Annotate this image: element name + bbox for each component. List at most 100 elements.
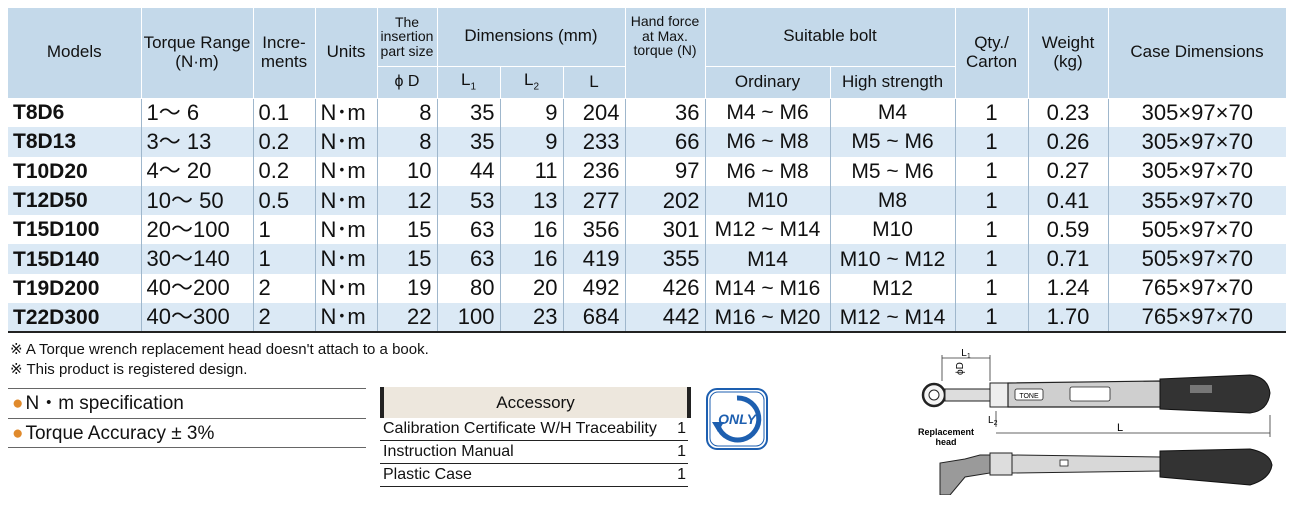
table-row: T10D20 4～ 20 0.2 N･m 10 44 11 236 97 M6 ~ M8 M5 ~ … [8, 156, 1286, 186]
cell-l1: 35 [437, 98, 501, 128]
cell-phi-d: 15 [377, 215, 438, 245]
cell-unit: N･m [315, 273, 378, 304]
cell-torque-range: 40～300 [141, 303, 254, 334]
cell-phi-d: 15 [377, 244, 438, 274]
cell-weight: 0.27 [1028, 156, 1109, 186]
cell-model: T22D300 [8, 303, 142, 334]
cell-bolt-high-strength: M12 [830, 273, 956, 304]
cell-hand-force: 442 [625, 303, 706, 334]
cell-l1: 44 [437, 156, 501, 186]
cell-qty: 1 [955, 98, 1029, 128]
cell-l: 492 [563, 273, 626, 304]
cell-model: T19D200 [8, 273, 142, 304]
accessory-item: Calibration Certificate W/H Traceability… [380, 418, 688, 441]
cell-l2: 16 [500, 215, 564, 245]
diagram-label-replacement: Replacement [918, 427, 974, 437]
cell-l2: 11 [500, 156, 564, 186]
cell-bolt-ordinary: M14 [705, 244, 831, 274]
header-dim-l2: L2 [500, 66, 564, 99]
table-row: T22D300 40～300 2 N･m 22 100 23 684 442 M16 ~ M20 M… [8, 303, 1287, 334]
cell-model: T8D6 [8, 98, 142, 128]
cell-torque-range: 4～ 20 [141, 156, 254, 186]
header-insertion-size: The insertion part size [377, 8, 438, 67]
cell-weight: 0.71 [1028, 244, 1109, 274]
cell-increment: 1 [253, 215, 316, 245]
spec-table: Models Torque Range (N·m) Incre- ments U… [8, 8, 1287, 334]
cell-phi-d: 22 [377, 303, 438, 334]
cell-weight: 1.24 [1028, 273, 1109, 304]
cell-unit: N･m [315, 215, 378, 245]
cell-torque-range: 10～ 50 [141, 185, 254, 216]
spec-accuracy: ● Torque Accuracy ± 3% [8, 418, 366, 448]
cell-bolt-ordinary: M6 ~ M8 [705, 127, 831, 157]
cell-torque-range: 3～ 13 [141, 127, 254, 157]
accessory-item: Plastic Case 1 [380, 464, 688, 487]
header-weight: Weight (kg) [1028, 8, 1109, 99]
bullet-icon: ● [12, 423, 24, 444]
header-suitable-bolt: Suitable bolt [705, 8, 956, 67]
cell-bolt-high-strength: M5 ~ M6 [830, 156, 956, 186]
diagram-label-head: head [935, 437, 956, 447]
table-row: T15D100 20～100 1 N･m 15 63 16 356 301 M12 ~ M14 M1… [8, 215, 1286, 245]
header-phi-d: ϕ D [377, 66, 438, 99]
cell-phi-d: 8 [377, 98, 438, 128]
cell-qty: 1 [955, 273, 1029, 304]
cell-l2: 20 [500, 273, 564, 304]
cell-l: 236 [563, 156, 626, 186]
cell-model: T10D20 [8, 156, 142, 186]
cell-l2: 16 [500, 244, 564, 274]
cell-bolt-high-strength: M10 ~ M12 [830, 244, 956, 274]
cell-bolt-ordinary: M10 [705, 185, 831, 216]
cell-unit: N･m [315, 303, 378, 334]
cell-increment: 2 [253, 273, 316, 304]
diagram-label-l: L [1117, 422, 1123, 434]
cell-bolt-high-strength: M4 [830, 98, 956, 128]
table-row: T15D140 30～140 1 N･m 15 63 16 419 355 M14 M10 ~ M1… [8, 244, 1287, 274]
header-bolt-high-strength: High strength [830, 66, 956, 99]
cell-phi-d: 19 [377, 273, 438, 304]
cell-weight: 0.23 [1028, 98, 1109, 128]
cell-weight: 0.41 [1028, 185, 1109, 216]
cell-phi-d: 8 [377, 127, 438, 157]
header-qty: Qty./ Carton [955, 8, 1029, 99]
header-units: Units [315, 8, 378, 99]
cell-hand-force: 66 [625, 127, 706, 157]
header-dim-l: L [563, 66, 626, 99]
cell-l: 277 [563, 185, 626, 216]
accessory-box: Accessory Calibration Certificate W/H Tr… [380, 387, 691, 487]
cell-qty: 1 [955, 215, 1029, 245]
cell-hand-force: 355 [625, 244, 706, 274]
table-row: T8D6 1～ 6 0.1 N･m 8 35 9 204 36 M4 ~ M6 M4 1 0.23 305… [8, 98, 1286, 128]
note-registered-design: ※ This product is registered design. [10, 361, 248, 378]
cell-hand-force: 426 [625, 273, 706, 304]
cell-torque-range: 20～100 [141, 215, 254, 245]
cell-case-dimensions: 505×97×70 [1108, 244, 1287, 274]
cell-qty: 1 [955, 127, 1029, 157]
cell-hand-force: 301 [625, 215, 706, 245]
cell-qty: 1 [955, 244, 1029, 274]
cell-bolt-ordinary: M14 ~ M16 [705, 273, 831, 304]
cell-hand-force: 202 [625, 185, 706, 216]
cell-weight: 0.26 [1028, 127, 1109, 157]
cell-increment: 1 [253, 244, 316, 274]
header-models: Models [8, 8, 142, 99]
cell-bolt-high-strength: M10 [830, 215, 956, 245]
cell-unit: N･m [315, 98, 378, 128]
cell-case-dimensions: 765×97×70 [1141, 275, 1253, 301]
cell-unit: N･m [315, 127, 378, 157]
cell-case-dimensions: 355×97×70 [1108, 185, 1287, 216]
cell-hand-force: 36 [625, 98, 706, 128]
diagram-label-phi-d: ϕD [955, 362, 966, 375]
header-increments: Incre- ments [253, 8, 316, 99]
cell-bolt-ordinary: M12 ~ M14 [705, 215, 831, 245]
cell-model: T8D13 [8, 127, 142, 157]
cell-l1: 63 [437, 215, 501, 245]
cell-hand-force: 97 [625, 156, 706, 186]
cell-case-dimensions: 505×97×70 [1141, 216, 1253, 242]
table-row: T19D200 40～200 2 N･m 19 80 20 492 426 M14 ~ M16 M1… [8, 273, 1286, 304]
header-hand-force: Hand force at Max. torque (N) [625, 8, 706, 99]
cell-unit: N･m [315, 156, 378, 186]
cell-weight: 1.70 [1028, 303, 1109, 334]
cell-bolt-high-strength: M8 [830, 185, 956, 216]
cell-l: 204 [563, 98, 626, 128]
